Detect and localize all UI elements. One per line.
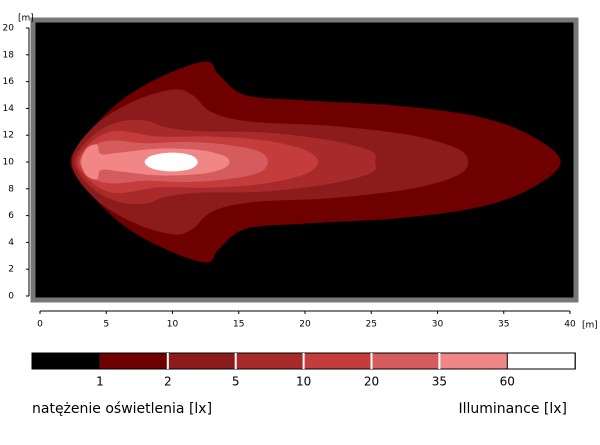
legend-level-label: 5 — [232, 375, 240, 389]
y-tick-label: 18 — [3, 50, 15, 60]
x-tick-label: 5 — [103, 320, 109, 330]
y-tick-label: 6 — [8, 211, 14, 221]
legend-level-label: 1 — [96, 375, 104, 389]
x-tick-label: 15 — [233, 320, 244, 330]
x-tick-label: 35 — [498, 320, 509, 330]
legend-swatch — [439, 353, 508, 369]
y-tick-label: 12 — [3, 131, 14, 141]
y-tick-label: 16 — [3, 77, 15, 87]
legend-swatch — [32, 353, 100, 369]
y-tick-label: 0 — [8, 292, 14, 302]
legend-level-label: 2 — [164, 375, 172, 389]
legend-swatch — [506, 352, 576, 370]
x-tick-label: 30 — [432, 320, 444, 330]
x-unit: [m] — [582, 321, 598, 331]
legend-level-label: 60 — [500, 375, 515, 389]
x-tick-label: 20 — [299, 320, 311, 330]
legend-swatch — [167, 353, 236, 369]
y-tick-label: 8 — [8, 184, 14, 194]
legend-swatch — [371, 353, 440, 369]
legend-caption-left: natężenie oświetlenia [lx] — [32, 401, 212, 417]
y-tick-label: 10 — [3, 158, 15, 168]
y-tick-label: 20 — [3, 24, 15, 34]
legend-swatch — [99, 353, 168, 369]
x-tick-label: 40 — [564, 320, 576, 330]
legend-level-label: 35 — [432, 375, 447, 389]
y-tick-label: 14 — [3, 104, 15, 114]
legend-caption-right: Illuminance [lx] — [459, 401, 568, 417]
legend-level-label: 10 — [296, 375, 311, 389]
x-tick-label: 0 — [37, 320, 43, 330]
y-tick-label: 2 — [8, 265, 14, 275]
x-tick-label: 10 — [167, 320, 179, 330]
isolux-region — [144, 152, 198, 172]
y-tick-label: 4 — [8, 238, 14, 248]
legend-level-label: 20 — [364, 375, 379, 389]
y-unit: [m] — [18, 14, 34, 24]
legend-swatch — [303, 353, 372, 369]
x-tick-label: 25 — [366, 320, 377, 330]
legend-swatch — [235, 353, 304, 369]
